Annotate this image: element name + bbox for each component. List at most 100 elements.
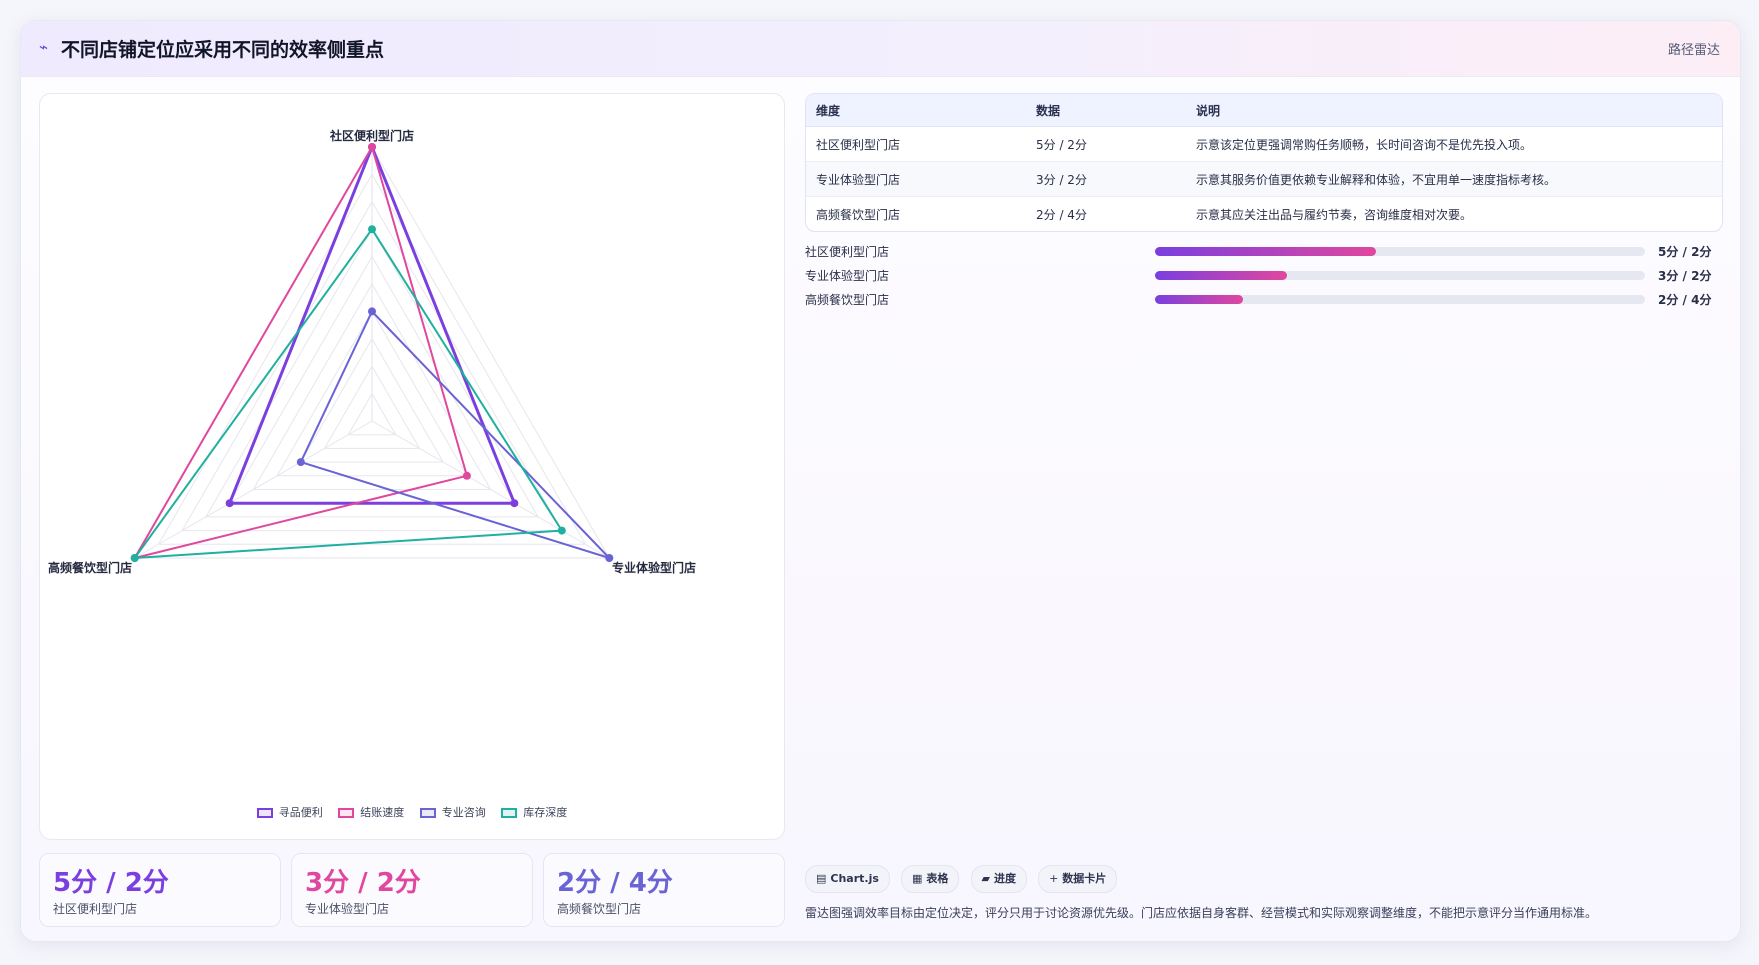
progress-row: 专业体验型门店 3分 / 2分 xyxy=(805,263,1721,287)
table-cell-description: 示意其服务价值更依赖专业解释和体验，不宜用单一速度指标考核。 xyxy=(1186,161,1722,197)
table-header-data: 数据 xyxy=(1026,94,1186,127)
activity-icon: ⌁ xyxy=(39,38,49,56)
legend-item-2[interactable]: 专业咨询 xyxy=(419,804,486,820)
legend-item-0[interactable]: 寻品便利 xyxy=(256,804,323,820)
data-point-1-1 xyxy=(462,471,471,480)
table-cell-dimension: 社区便利型门店 xyxy=(806,126,1026,162)
table-cell-description: 示意该定位更强调常购任务顺畅，长时间咨询不是优先投入项。 xyxy=(1186,126,1722,162)
grid-ring xyxy=(157,173,587,545)
chip-data-card[interactable]: + 数据卡片 xyxy=(1038,865,1118,893)
table-row: 社区便利型门店 5分 / 2分 示意该定位更强调常购任务顺畅，长时间咨询不是优先… xyxy=(806,126,1722,162)
axis-label-2: 高频餐饮型门店 xyxy=(48,560,132,575)
series-line-2 xyxy=(299,310,611,559)
kpi-card-2: 2分 / 4分 高频餐饮型门店 xyxy=(543,853,785,927)
grid-ring xyxy=(181,200,563,532)
legend-swatch-2 xyxy=(419,808,436,818)
data-point-1-0 xyxy=(368,143,376,151)
chip-label: 数据卡片 xyxy=(1062,872,1107,885)
page-title: 不同店铺定位应采用不同的效率侧重点 xyxy=(61,39,385,61)
data-point-3-2 xyxy=(130,554,139,562)
kpi-value-0: 5分 / 2分 xyxy=(53,868,169,898)
progress-fill xyxy=(1155,247,1376,256)
footnote: 雷达图强调效率目标由定位决定，评分只用于讨论资源优先级。门店应依据自身客群、经营… xyxy=(805,906,1598,920)
data-point-0-2 xyxy=(225,499,234,508)
legend-item-1[interactable]: 结账速度 xyxy=(338,804,404,820)
table-header-dimension: 维度 xyxy=(806,94,1026,127)
grid-ring xyxy=(276,310,468,477)
grid-ring xyxy=(252,282,492,490)
grid-ring xyxy=(323,365,421,449)
chart-legend: 寻品便利 结账速度 专业咨询 库存深度 xyxy=(40,804,784,820)
dashboard-frame: ⌁ 不同店铺定位应采用不同的效率侧重点 路径雷达 社区便利型门店 专业体验型门店高… xyxy=(20,20,1741,942)
progress-fill xyxy=(1155,295,1244,304)
table-cell-dimension: 高频餐饮型门店 xyxy=(816,207,901,222)
progress-value: 5分 / 2分 xyxy=(1658,245,1712,259)
series-line-3 xyxy=(133,228,563,559)
progress-label: 高频餐饮型门店 xyxy=(805,293,890,307)
progress-icon: ▰ xyxy=(981,872,990,885)
progress-label: 社区便利型门店 xyxy=(805,245,890,259)
kpi-label-2: 高频餐饮型门店 xyxy=(557,902,642,916)
feature-chips: ▤ Chart.js ▦ 表格 ▰ 进度 + 数据卡片 xyxy=(805,865,1123,893)
legend-swatch-0 xyxy=(256,808,273,818)
kpi-label-1: 专业体验型门店 xyxy=(305,902,390,916)
series-line-1 xyxy=(133,146,468,559)
series-line-0 xyxy=(228,145,516,505)
table-header-row: 维度 数据 说明 xyxy=(806,94,1722,127)
legend-label-1: 结账速度 xyxy=(360,806,405,819)
data-point-0-1 xyxy=(510,499,519,508)
grid-ring xyxy=(299,337,445,463)
axis-label-1: 专业体验型门店 xyxy=(612,560,696,575)
radar-chart-card: 社区便利型门店专业体验型门店 高频餐饮型门店 寻品便利 结账速度 专业咨询 库存深… xyxy=(39,93,785,840)
kpi-label-0: 社区便利型门店 xyxy=(53,902,138,916)
data-point-3-1 xyxy=(557,526,566,535)
axis-label-0: 社区便利型门店 xyxy=(329,128,414,143)
chip-label: 表格 xyxy=(926,872,949,885)
table-cell-description: 示意其应关注出品与履约节奏，咨询维度相对次要。 xyxy=(1196,207,1473,222)
header: ⌁ 不同店铺定位应采用不同的效率侧重点 路径雷达 xyxy=(21,21,1740,77)
kpi-card-1: 3分 / 2分 专业体验型门店 xyxy=(291,853,533,927)
table-cell-data: 3分 / 2分 xyxy=(1026,161,1186,197)
chip-table[interactable]: ▦ 表格 xyxy=(901,865,960,893)
progress-list: 社区便利型门店 5分 / 2分 专业体验型门店 3分 / 2分 高频餐饮型门店 … xyxy=(805,239,1721,311)
progress-track xyxy=(1155,271,1645,280)
legend-label-2: 专业咨询 xyxy=(441,806,486,819)
plus-icon: + xyxy=(1049,872,1059,885)
table-cell-dimension: 专业体验型门店 xyxy=(806,161,1026,197)
data-point-2-0 xyxy=(368,307,376,316)
data-point-2-2 xyxy=(296,458,305,467)
grid-spoke xyxy=(371,420,610,559)
legend-swatch-3 xyxy=(501,808,518,818)
grid-ring xyxy=(347,392,397,436)
progress-fill xyxy=(1155,271,1288,280)
grid-ring xyxy=(205,228,539,518)
data-table: 维度 数据 说明 社区便利型门店 5分 / 2分 示意该定位更强调常购任务顺畅，… xyxy=(806,94,1722,231)
kpi-value-2: 2分 / 4分 xyxy=(557,868,673,898)
grid-spoke xyxy=(134,420,373,559)
progress-label: 专业体验型门店 xyxy=(805,269,890,283)
legend-item-3[interactable]: 库存深度 xyxy=(501,804,567,820)
progress-track xyxy=(1155,247,1645,256)
progress-row: 社区便利型门店 5分 / 2分 xyxy=(805,239,1721,263)
chart-icon: ▤ xyxy=(816,872,827,885)
table-cell-data: 5分 / 2分 xyxy=(1026,126,1186,162)
chip-label: 进度 xyxy=(993,872,1016,885)
kpi-card-0: 5分 / 2分 社区便利型门店 xyxy=(39,853,281,927)
legend-swatch-1 xyxy=(338,808,355,818)
table-row: 高频餐饮型门店 2分 / 4分 示意其应关注出品与履约节奏，咨询维度相对次要。 xyxy=(806,197,1722,232)
data-table-card: 维度 数据 说明 社区便利型门店 5分 / 2分 示意该定位更强调常购任务顺畅，… xyxy=(805,93,1723,232)
table-icon: ▦ xyxy=(912,872,923,885)
chip-chart[interactable]: ▤ Chart.js xyxy=(805,865,890,893)
legend-label-3: 库存深度 xyxy=(523,806,568,819)
table-row: 专业体验型门店 3分 / 2分 示意其服务价值更依赖专业解释和体验，不宜用单一速… xyxy=(806,161,1722,197)
chip-label: Chart.js xyxy=(830,872,879,885)
header-tag: 路径雷达 xyxy=(1667,43,1720,58)
progress-row: 高频餐饮型门店 2分 / 4分 xyxy=(805,287,1721,311)
kpi-value-1: 3分 / 2分 xyxy=(305,868,421,898)
legend-label-0: 寻品便利 xyxy=(278,806,323,819)
progress-track xyxy=(1155,295,1645,304)
table-header-description: 说明 xyxy=(1186,94,1722,127)
chip-progress[interactable]: ▰ 进度 xyxy=(970,865,1027,893)
table-cell-data: 2分 / 4分 xyxy=(1036,207,1087,222)
